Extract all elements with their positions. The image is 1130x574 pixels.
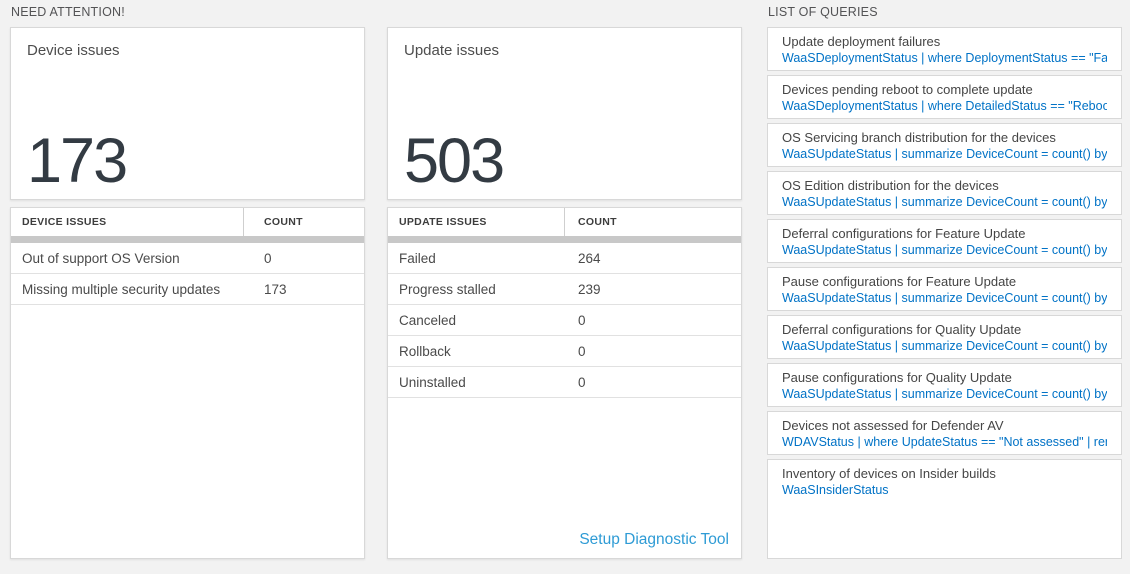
query-title: Update deployment failures — [782, 34, 941, 49]
update-issues-count-big: 503 — [404, 126, 505, 196]
table-header-divider-bar — [11, 236, 364, 243]
query-list-item[interactable]: Pause configurations for Quality Update … — [767, 363, 1122, 407]
list-of-queries-section-title: LIST OF QUERIES — [768, 5, 878, 19]
query-list-item[interactable]: OS Servicing branch distribution for the… — [767, 123, 1122, 167]
query-title: Deferral configurations for Quality Upda… — [782, 322, 1022, 337]
need-attention-section-title: NEED ATTENTION! — [11, 5, 125, 19]
table-header-divider-bar — [388, 236, 741, 243]
device-issues-column: NEED ATTENTION! Device issues 173 DEVICE… — [10, 0, 365, 559]
issue-count: 0 — [578, 374, 586, 390]
update-issues-tile-title: Update issues — [404, 42, 500, 59]
issue-count: 173 — [264, 281, 287, 297]
device-issues-header-count: COUNT — [264, 216, 303, 228]
query-code-link[interactable]: WaaSDeploymentStatus | where DetailedSta… — [782, 99, 1107, 113]
issue-label: Missing multiple security updates — [22, 281, 221, 297]
issue-label: Uninstalled — [399, 374, 466, 390]
query-list-item[interactable]: Deferral configurations for Quality Upda… — [767, 315, 1122, 359]
device-issues-tile-title: Device issues — [27, 42, 120, 59]
query-title: OS Servicing branch distribution for the… — [782, 130, 1056, 145]
table-row[interactable]: Progress stalled 239 — [388, 274, 741, 305]
query-list-item[interactable]: Inventory of devices on Insider builds W… — [767, 459, 1122, 559]
device-issues-tile[interactable]: Device issues 173 — [10, 27, 365, 200]
query-code-link[interactable]: WDAVStatus | where UpdateStatus == "Not … — [782, 435, 1107, 449]
table-row[interactable]: Out of support OS Version 0 — [11, 243, 364, 274]
query-list-item[interactable]: Deferral configurations for Feature Upda… — [767, 219, 1122, 263]
device-issues-table: DEVICE ISSUES COUNT Out of support OS Ve… — [10, 207, 365, 559]
table-row[interactable]: Canceled 0 — [388, 305, 741, 336]
spacer-label — [387, 0, 742, 27]
query-list-item[interactable]: OS Edition distribution for the devices … — [767, 171, 1122, 215]
update-issues-column: Update issues 503 UPDATE ISSUES COUNT Fa… — [387, 0, 742, 559]
query-code-link[interactable]: WaaSUpdateStatus | summarize DeviceCount… — [782, 195, 1107, 209]
query-list-item[interactable]: Update deployment failures WaaSDeploymen… — [767, 27, 1122, 71]
query-list: Update deployment failures WaaSDeploymen… — [767, 27, 1122, 559]
setup-diagnostic-tool-link[interactable]: Setup Diagnostic Tool — [579, 531, 729, 548]
update-issues-table: UPDATE ISSUES COUNT Failed 264 Progress … — [387, 207, 742, 559]
query-title: OS Edition distribution for the devices — [782, 178, 999, 193]
query-list-item[interactable]: Devices pending reboot to complete updat… — [767, 75, 1122, 119]
query-title: Devices not assessed for Defender AV — [782, 418, 1004, 433]
query-title: Inventory of devices on Insider builds — [782, 466, 996, 481]
update-issues-tile[interactable]: Update issues 503 — [387, 27, 742, 200]
issue-label: Canceled — [399, 312, 457, 328]
query-code-link[interactable]: WaaSUpdateStatus | summarize DeviceCount… — [782, 339, 1107, 353]
device-issues-header-label: DEVICE ISSUES — [11, 208, 244, 236]
query-code-link[interactable]: WaaSDeploymentStatus | where DeploymentS… — [782, 51, 1107, 65]
query-title: Devices pending reboot to complete updat… — [782, 82, 1033, 97]
query-title: Pause configurations for Feature Update — [782, 274, 1017, 289]
issue-count: 0 — [578, 312, 586, 328]
device-issues-table-header: DEVICE ISSUES COUNT — [11, 208, 364, 236]
issue-count: 0 — [578, 343, 586, 359]
query-list-item[interactable]: Devices not assessed for Defender AV WDA… — [767, 411, 1122, 455]
table-row[interactable]: Uninstalled 0 — [388, 367, 741, 398]
query-list-item[interactable]: Pause configurations for Feature Update … — [767, 267, 1122, 311]
issue-label: Failed — [399, 250, 436, 266]
update-issues-table-header: UPDATE ISSUES COUNT — [388, 208, 741, 236]
device-issues-count-big: 173 — [27, 126, 128, 196]
table-row[interactable]: Failed 264 — [388, 243, 741, 274]
issue-count: 239 — [578, 281, 601, 297]
update-issues-header-count: COUNT — [578, 216, 617, 228]
table-row[interactable]: Rollback 0 — [388, 336, 741, 367]
query-code-link[interactable]: WaaSUpdateStatus | summarize DeviceCount… — [782, 291, 1107, 305]
query-title: Pause configurations for Quality Update — [782, 370, 1012, 385]
issue-label: Progress stalled — [399, 281, 496, 297]
query-code-link[interactable]: WaaSUpdateStatus | summarize DeviceCount… — [782, 243, 1107, 257]
query-title: Deferral configurations for Feature Upda… — [782, 226, 1026, 241]
issue-count: 264 — [578, 250, 601, 266]
issue-label: Out of support OS Version — [22, 250, 180, 266]
update-issues-header-label: UPDATE ISSUES — [388, 208, 565, 236]
list-of-queries-column: LIST OF QUERIES Update deployment failur… — [767, 0, 1122, 559]
query-code-link[interactable]: WaaSInsiderStatus — [782, 483, 889, 497]
table-row[interactable]: Missing multiple security updates 173 — [11, 274, 364, 305]
issue-count: 0 — [264, 250, 272, 266]
query-code-link[interactable]: WaaSUpdateStatus | summarize DeviceCount… — [782, 387, 1107, 401]
issue-label: Rollback — [399, 343, 451, 359]
query-code-link[interactable]: WaaSUpdateStatus | summarize DeviceCount… — [782, 147, 1107, 161]
